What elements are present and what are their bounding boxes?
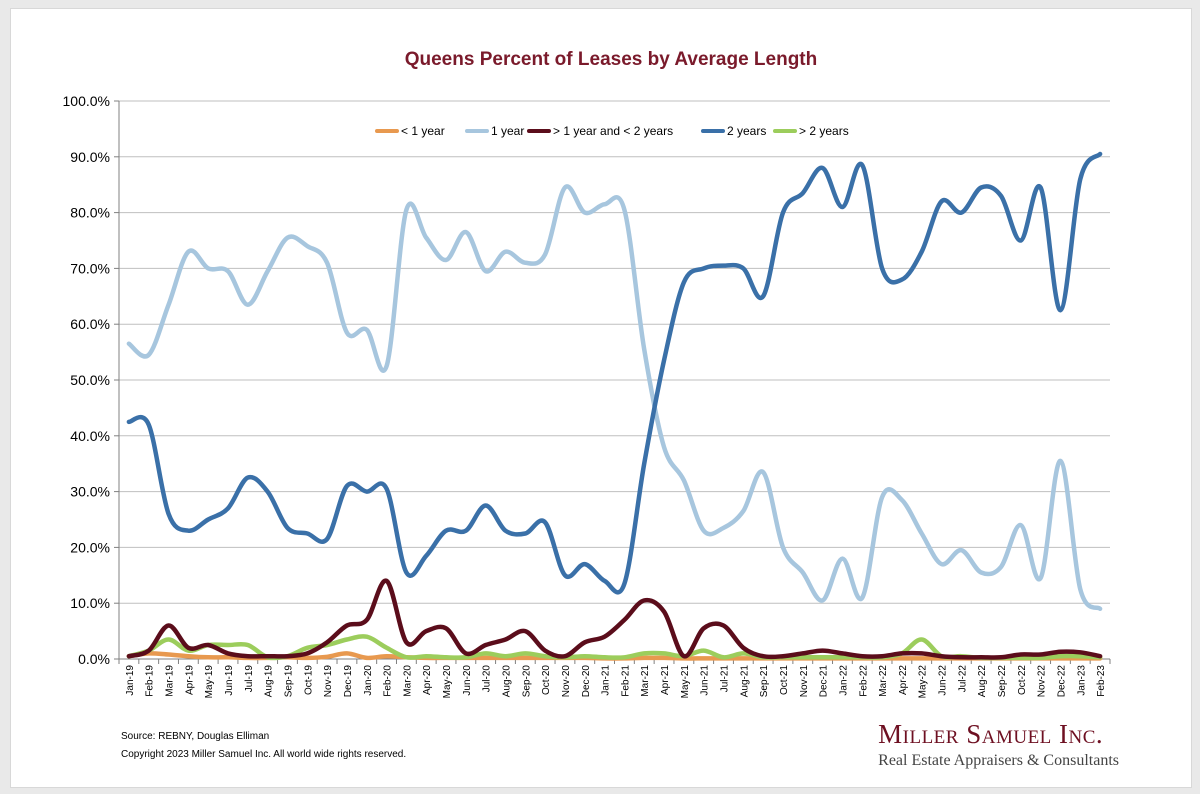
x-tick-label: Feb-22 — [858, 665, 869, 697]
y-tick-label: 10.0% — [70, 595, 110, 611]
x-tick-label: Jun-19 — [224, 665, 235, 696]
brand-logo: Miller Samuel Inc. Real Estate Appraiser… — [878, 719, 1119, 770]
x-tick-label: Nov-20 — [561, 665, 572, 698]
x-tick-label: Nov-21 — [799, 665, 810, 698]
series-lines — [126, 151, 1103, 661]
series-line — [126, 151, 1103, 595]
x-tick-label: Oct-21 — [779, 665, 790, 695]
x-tick-label: Jul-19 — [244, 665, 255, 693]
x-tick-label: Mar-20 — [402, 665, 413, 697]
legend-label: > 1 year and < 2 years — [553, 124, 673, 138]
y-tick-label: 30.0% — [70, 484, 110, 500]
x-tick-label: Jan-23 — [1076, 665, 1087, 696]
x-tick-label: Feb-19 — [145, 665, 156, 697]
source-note: Source: REBNY, Douglas Elliman — [121, 731, 270, 742]
gridlines — [119, 100, 1110, 604]
series-line — [126, 184, 1103, 612]
x-tick-label: Mar-21 — [640, 665, 651, 697]
x-tick-label: May-22 — [918, 665, 929, 699]
x-tick-label: Sep-20 — [521, 665, 532, 698]
x-axis-ticks: Jan-19 Feb-19 Mar-19 Apr-19 May-19 Jun-19 Jul-… — [118, 659, 1111, 699]
x-tick-label: Apr-19 — [184, 665, 195, 695]
x-tick-label: Aug-21 — [739, 665, 750, 698]
y-tick-label: 0.0% — [78, 651, 110, 667]
x-tick-label: Dec-21 — [819, 665, 830, 698]
x-tick-label: Aug-20 — [501, 665, 512, 698]
copyright-note: Copyright 2023 Miller Samuel Inc. All wo… — [121, 749, 407, 760]
y-axis-ticks: 0.0% 10.0% 20.0% 30.0% 40.0% 50.0% 60.0% 70.0% 8… — [63, 93, 119, 667]
x-tick-label: Aug-19 — [264, 665, 275, 698]
x-tick-label: Feb-21 — [620, 665, 631, 697]
x-tick-label: Jul-22 — [957, 665, 968, 693]
x-tick-label: Nov-19 — [323, 665, 334, 698]
x-tick-label: Jan-20 — [363, 665, 374, 696]
legend-label: 2 years — [727, 124, 766, 138]
x-tick-label: Dec-20 — [581, 665, 592, 698]
y-tick-label: 20.0% — [70, 539, 110, 555]
x-tick-label: Sep-19 — [283, 665, 294, 698]
x-tick-label: Jun-21 — [700, 665, 711, 696]
x-tick-label: Jan-22 — [838, 665, 849, 696]
legend: < 1 year 1 year > 1 year and < 2 years 2 ye… — [375, 124, 849, 138]
x-tick-label: Apr-20 — [422, 665, 433, 695]
y-tick-label: 50.0% — [70, 372, 110, 388]
y-tick-label: 60.0% — [70, 316, 110, 332]
y-tick-label: 100.0% — [63, 93, 110, 109]
x-tick-label: Mar-22 — [878, 665, 889, 697]
x-tick-label: Feb-20 — [383, 665, 394, 697]
y-tick-label: 90.0% — [70, 149, 110, 165]
x-tick-label: Apr-21 — [660, 665, 671, 695]
y-tick-label: 80.0% — [70, 205, 110, 221]
y-tick-label: 70.0% — [70, 260, 110, 276]
chart-title: Queens Percent of Leases by Average Leng… — [405, 49, 818, 70]
y-tick-label: 40.0% — [70, 428, 110, 444]
x-tick-label: Dec-22 — [1056, 665, 1067, 698]
x-tick-label: Dec-19 — [343, 665, 354, 698]
x-tick-label: Apr-22 — [898, 665, 909, 695]
x-tick-label: May-21 — [680, 665, 691, 699]
x-tick-label: Jun-20 — [462, 665, 473, 696]
x-tick-label: Oct-22 — [1017, 665, 1028, 695]
x-tick-label: May-20 — [442, 665, 453, 699]
x-tick-label: Oct-20 — [541, 665, 552, 695]
x-tick-label: Nov-22 — [1037, 665, 1048, 698]
x-tick-label: Oct-19 — [303, 665, 314, 695]
x-tick-label: May-19 — [204, 665, 215, 699]
legend-label: 1 year — [491, 124, 524, 138]
x-tick-label: Jul-20 — [482, 665, 493, 693]
x-tick-label: Sep-21 — [759, 665, 770, 698]
x-tick-label: Jan-21 — [601, 665, 612, 696]
x-tick-label: Feb-23 — [1096, 665, 1107, 697]
legend-label: < 1 year — [401, 124, 445, 138]
x-tick-label: Jan-19 — [125, 665, 136, 696]
x-tick-label: Mar-19 — [165, 665, 176, 697]
series-line — [126, 578, 1103, 660]
x-tick-label: Jun-22 — [938, 665, 949, 696]
chart-card: Queens Percent of Leases by Average Leng… — [10, 8, 1192, 788]
brand-name: Miller Samuel Inc. — [878, 719, 1104, 749]
x-tick-label: Sep-22 — [997, 665, 1008, 698]
x-tick-label: Jul-21 — [720, 665, 731, 693]
legend-label: > 2 years — [799, 124, 849, 138]
x-tick-label: Aug-22 — [977, 665, 988, 698]
line-chart: Queens Percent of Leases by Average Leng… — [63, 49, 1111, 699]
brand-tagline: Real Estate Appraisers & Consultants — [878, 752, 1119, 769]
